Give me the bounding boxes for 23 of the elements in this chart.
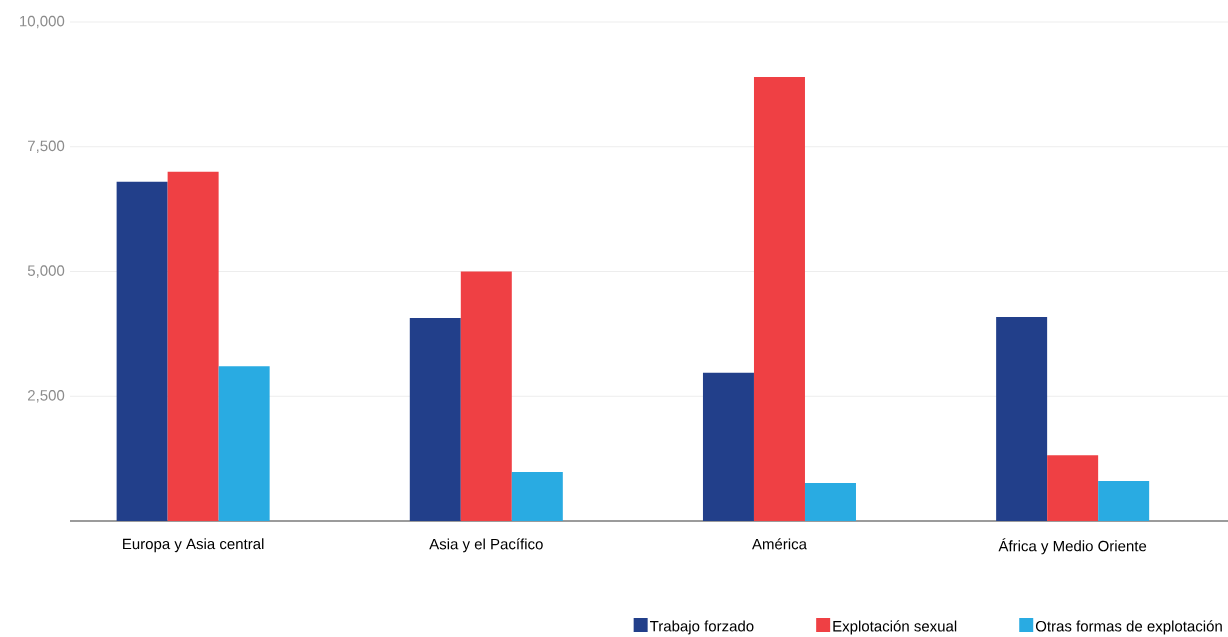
y-tick-label: 2,500 <box>28 390 65 403</box>
bar <box>409 317 461 521</box>
legend-label: Trabajo forzado <box>649 620 754 635</box>
bar <box>218 366 270 521</box>
bar <box>116 181 168 521</box>
bar <box>511 472 563 521</box>
bar <box>1047 455 1099 521</box>
x-tick-label: África y Medio Oriente <box>998 538 1147 555</box>
bar <box>1098 481 1150 521</box>
x-tick-label: Europa y Asia central <box>123 538 264 553</box>
bar <box>804 483 856 521</box>
y-tick-label: 7,500 <box>28 140 65 153</box>
bar <box>702 372 754 521</box>
bar <box>753 76 805 521</box>
bar <box>167 171 219 521</box>
legend-label: Otras formas de explotación <box>1035 620 1222 635</box>
x-tick-label: América <box>752 538 807 550</box>
bar <box>996 316 1048 521</box>
bar <box>460 271 512 521</box>
y-tick-label: 5,000 <box>27 265 65 278</box>
legend-label: Explotación sexual <box>833 620 957 635</box>
y-tick-label: 10,000 <box>20 15 65 29</box>
x-tick-label: Asia y el Pacífico <box>429 538 543 553</box>
